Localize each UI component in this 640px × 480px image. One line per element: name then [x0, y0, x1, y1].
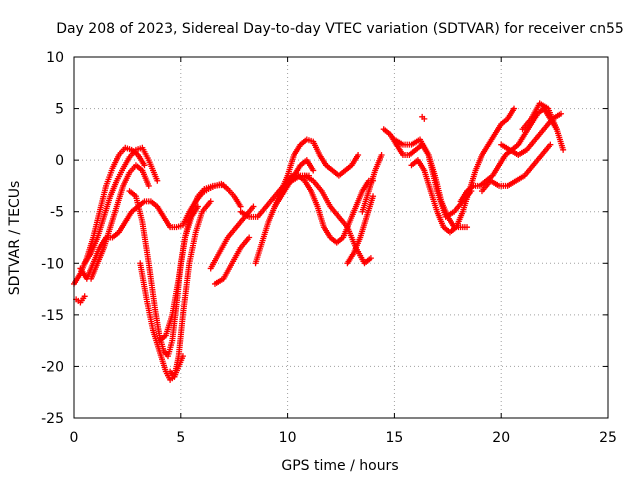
data-point — [154, 177, 161, 184]
axis-ticks: 0 5 10 15 20 25 10 5 0 -5 -10 -15 -20 -25 — [41, 50, 617, 446]
series-track-23 — [478, 141, 554, 195]
data-point — [145, 182, 152, 189]
data-point — [378, 151, 385, 158]
data-point — [207, 198, 214, 205]
data-point — [220, 181, 227, 188]
y-axis-label: SDTVAR / TECUs — [7, 181, 23, 296]
y-tick-label: 10 — [46, 50, 64, 66]
y-tick-label: -25 — [41, 411, 64, 427]
x-tick-label: 0 — [70, 430, 79, 446]
series-track-25 — [519, 100, 567, 153]
data-points — [71, 100, 567, 383]
series-track-17 — [344, 193, 377, 267]
y-tick-label: 5 — [55, 102, 64, 118]
series-track-21 — [408, 105, 518, 236]
data-point — [81, 293, 88, 300]
series-track-10 — [207, 203, 257, 272]
series-track-14 — [271, 136, 362, 210]
data-point — [558, 110, 565, 117]
series-track-9 — [73, 293, 88, 306]
series-track-18 — [359, 151, 385, 215]
y-tick-label: -15 — [41, 308, 64, 324]
series-track-7 — [156, 203, 201, 344]
x-axis-label: GPS time / hours — [281, 458, 398, 474]
plot-frame — [73, 56, 609, 419]
data-point — [421, 115, 428, 122]
x-tick-label: 5 — [176, 430, 185, 446]
y-tick-label: -20 — [41, 359, 64, 375]
data-point — [370, 193, 377, 200]
y-tick-label: 0 — [55, 153, 64, 169]
data-point — [141, 162, 148, 169]
chart-title: Day 208 of 2023, Sidereal Day-to-day VTE… — [56, 21, 624, 37]
data-point — [511, 105, 518, 112]
data-point — [547, 141, 554, 148]
series-track-26 — [419, 113, 428, 122]
series-track-6 — [137, 198, 214, 383]
data-point — [179, 353, 186, 360]
x-tick-label: 15 — [385, 430, 403, 446]
series-track-3 — [88, 162, 152, 282]
x-tick-label: 20 — [492, 430, 510, 446]
data-point — [464, 224, 471, 231]
data-point — [194, 203, 201, 210]
data-point — [250, 203, 257, 210]
data-point — [310, 167, 317, 174]
y-tick-label: -10 — [41, 256, 64, 272]
data-point — [237, 203, 244, 210]
series-track-8 — [167, 353, 186, 380]
y-tick-label: -5 — [50, 205, 64, 221]
data-point — [355, 151, 362, 158]
x-tick-label: 25 — [599, 430, 617, 446]
series-track-24 — [498, 110, 565, 158]
series-track-15 — [276, 172, 377, 246]
data-point — [560, 146, 567, 153]
data-point — [367, 255, 374, 262]
data-point — [246, 234, 253, 241]
x-tick-label: 10 — [279, 430, 297, 446]
series-track-2 — [81, 144, 161, 267]
series-track-11 — [211, 234, 253, 287]
